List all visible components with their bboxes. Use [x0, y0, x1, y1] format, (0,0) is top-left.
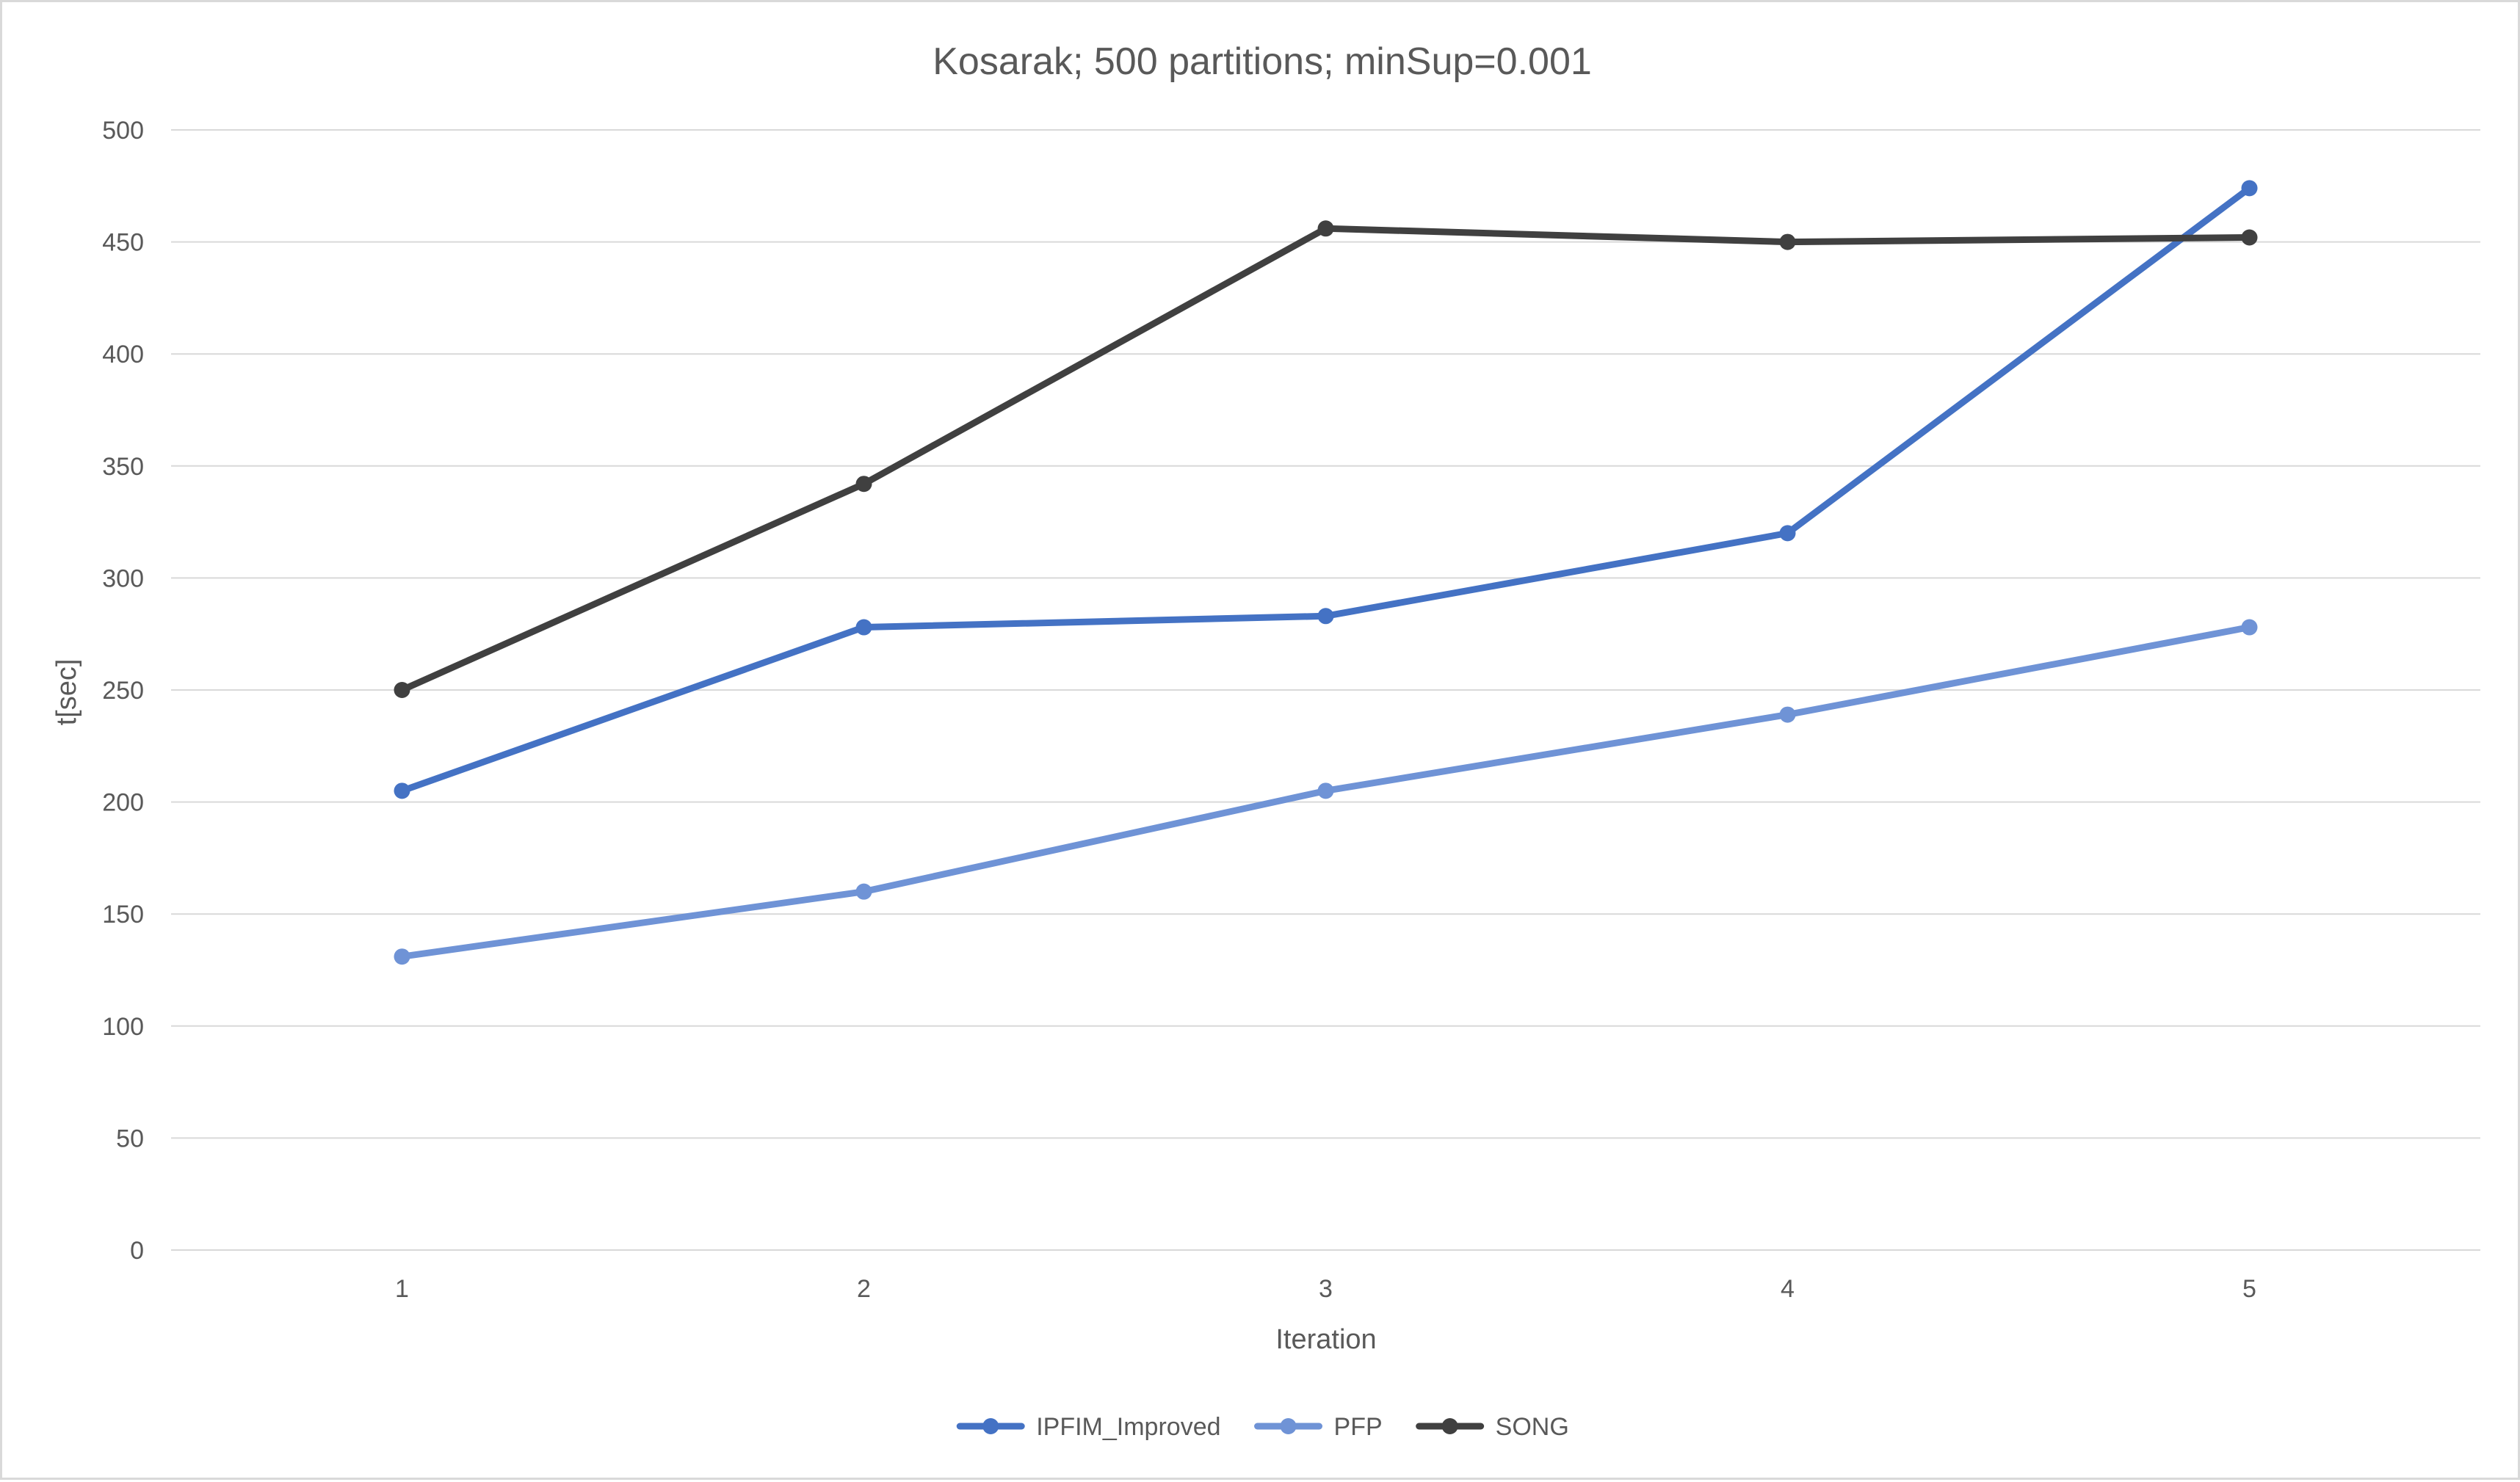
data-point: [1317, 782, 1334, 799]
legend-marker: [1280, 1418, 1297, 1434]
legend-marker: [1441, 1418, 1458, 1434]
y-tick-label: 150: [102, 901, 144, 929]
y-tick-label: 100: [102, 1013, 144, 1041]
data-point: [394, 782, 410, 799]
data-point: [394, 948, 410, 965]
y-tick-label: 400: [102, 341, 144, 368]
y-tick-label: 250: [102, 677, 144, 705]
chart-title: Kosarak; 500 partitions; minSup=0.001: [933, 40, 1592, 83]
x-axis-ticks: 1 2 3 4 5: [395, 1275, 2256, 1303]
x-tick-label: 3: [1319, 1275, 1333, 1303]
y-tick-label: 500: [102, 117, 144, 145]
data-point: [1779, 525, 1796, 542]
x-axis-title: Iteration: [1275, 1324, 1376, 1355]
legend-label: IPFIM_Improved: [1036, 1413, 1220, 1441]
series-lines: [394, 180, 2258, 965]
series-line: [399, 184, 2253, 794]
y-axis-ticks: 0 50 100 150 200 250 300 350 400 450 500: [102, 117, 144, 1265]
y-tick-label: 350: [102, 453, 144, 481]
legend-item: IPFIM_Improved: [956, 1413, 1221, 1441]
data-point: [855, 883, 872, 900]
x-tick-label: 1: [395, 1275, 409, 1303]
data-point: [1779, 706, 1796, 723]
legend-label: PFP: [1334, 1413, 1383, 1441]
series-pfp: [394, 619, 2258, 965]
y-tick-label: 200: [102, 789, 144, 817]
x-tick-label: 2: [857, 1275, 871, 1303]
legend: IPFIM_Improved PFP SONG: [956, 1413, 1569, 1441]
legend-label: SONG: [1496, 1413, 1569, 1441]
series-song: [394, 220, 2258, 698]
data-point: [855, 619, 872, 636]
x-tick-label: 4: [1781, 1275, 1795, 1303]
legend-item: PFP: [1254, 1413, 1383, 1441]
data-point: [2241, 229, 2258, 246]
data-point: [1779, 233, 1796, 250]
data-point: [2241, 180, 2258, 197]
y-tick-label: 450: [102, 229, 144, 257]
data-point: [394, 682, 410, 698]
data-point: [1317, 220, 1334, 237]
data-point: [1317, 608, 1334, 625]
y-tick-label: 50: [116, 1125, 144, 1152]
x-tick-label: 5: [2242, 1275, 2256, 1303]
legend-item: SONG: [1416, 1413, 1569, 1441]
data-point: [2241, 619, 2258, 636]
y-axis-title: t[sec]: [51, 659, 82, 726]
y-tick-label: 300: [102, 564, 144, 592]
y-tick-label: 0: [130, 1237, 144, 1265]
series-ipfim_improved: [394, 180, 2258, 799]
data-point: [855, 476, 872, 493]
legend-marker: [982, 1418, 999, 1434]
gridlines: [171, 129, 2480, 1251]
